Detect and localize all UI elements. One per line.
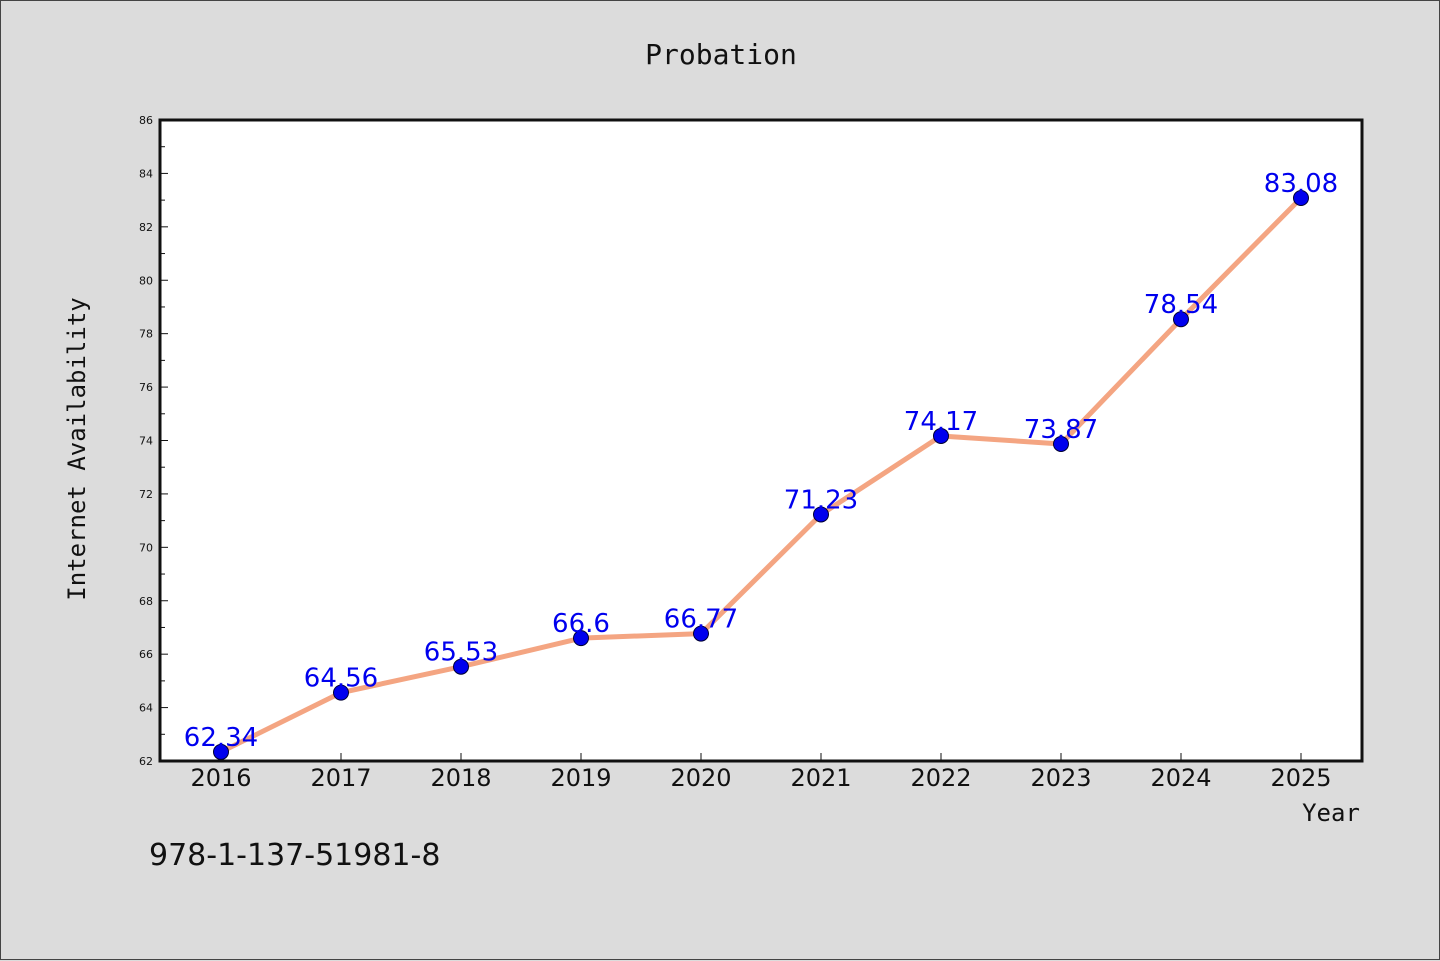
data-point xyxy=(1293,189,1309,206)
x-tick-label: 2024 xyxy=(1150,764,1211,792)
x-tick-label: 2025 xyxy=(1270,764,1331,792)
series-line xyxy=(218,195,1304,755)
data-label: 65.53 xyxy=(424,638,498,668)
x-axis: 2016 2017 2018 2019 2020 2021 2022 2023 2024 2025 xyxy=(190,753,1332,792)
x-tick-label: 2016 xyxy=(190,764,251,792)
y-tick-label: 64 xyxy=(139,702,153,715)
data-point xyxy=(813,506,829,523)
chart-title: Probation xyxy=(645,38,797,71)
data-point xyxy=(333,684,349,701)
y-tick-label: 72 xyxy=(139,488,153,501)
y-tick-label: 86 xyxy=(139,114,153,127)
x-tick-label: 2017 xyxy=(310,764,371,792)
plot-area xyxy=(158,118,1364,763)
y-tick-label: 78 xyxy=(139,328,153,341)
y-tick-label: 62 xyxy=(139,755,153,768)
data-labels: 62.34 64.56 65.53 66.6 66.77 71.23 74.17 73.87 7… xyxy=(184,169,1338,753)
data-label: 73.87 xyxy=(1024,415,1098,445)
footnote: 978-1-137-51981-8 xyxy=(149,838,440,873)
y-tick-label: 70 xyxy=(139,541,153,554)
data-label: 66.77 xyxy=(664,605,738,635)
y-axis-label: Internet Availability xyxy=(63,297,91,600)
x-tick-label: 2019 xyxy=(550,764,611,792)
x-tick-label: 2023 xyxy=(1030,764,1091,792)
x-tick-label: 2021 xyxy=(790,764,851,792)
series-group xyxy=(213,189,1309,760)
data-label: 74.17 xyxy=(904,407,978,437)
y-tick-label: 68 xyxy=(139,595,153,608)
data-point xyxy=(573,630,589,647)
y-axis: 62 64 66 68 70 72 74 76 78 80 82 84 86 xyxy=(139,114,168,768)
x-tick-label: 2020 xyxy=(670,764,731,792)
y-tick-label: 80 xyxy=(139,274,153,287)
y-tick-label: 74 xyxy=(139,435,153,448)
data-label: 64.56 xyxy=(304,664,378,694)
y-tick-label: 82 xyxy=(139,221,153,234)
x-tick-label: 2018 xyxy=(430,764,491,792)
data-label: 66.6 xyxy=(552,609,610,639)
data-point xyxy=(933,427,949,444)
data-point xyxy=(1173,311,1189,328)
y-tick-label: 66 xyxy=(139,648,153,661)
data-label: 71.23 xyxy=(784,485,858,515)
data-point xyxy=(453,658,469,675)
x-axis-label: Year xyxy=(1302,799,1360,827)
data-label: 62.34 xyxy=(184,723,258,753)
data-label: 83.08 xyxy=(1264,169,1338,199)
y-tick-label: 84 xyxy=(139,167,153,180)
data-point xyxy=(693,625,709,642)
data-point xyxy=(213,743,229,760)
x-tick-label: 2022 xyxy=(910,764,971,792)
data-point xyxy=(1053,435,1069,452)
y-tick-label: 76 xyxy=(139,381,153,394)
data-label: 78.54 xyxy=(1144,290,1218,320)
